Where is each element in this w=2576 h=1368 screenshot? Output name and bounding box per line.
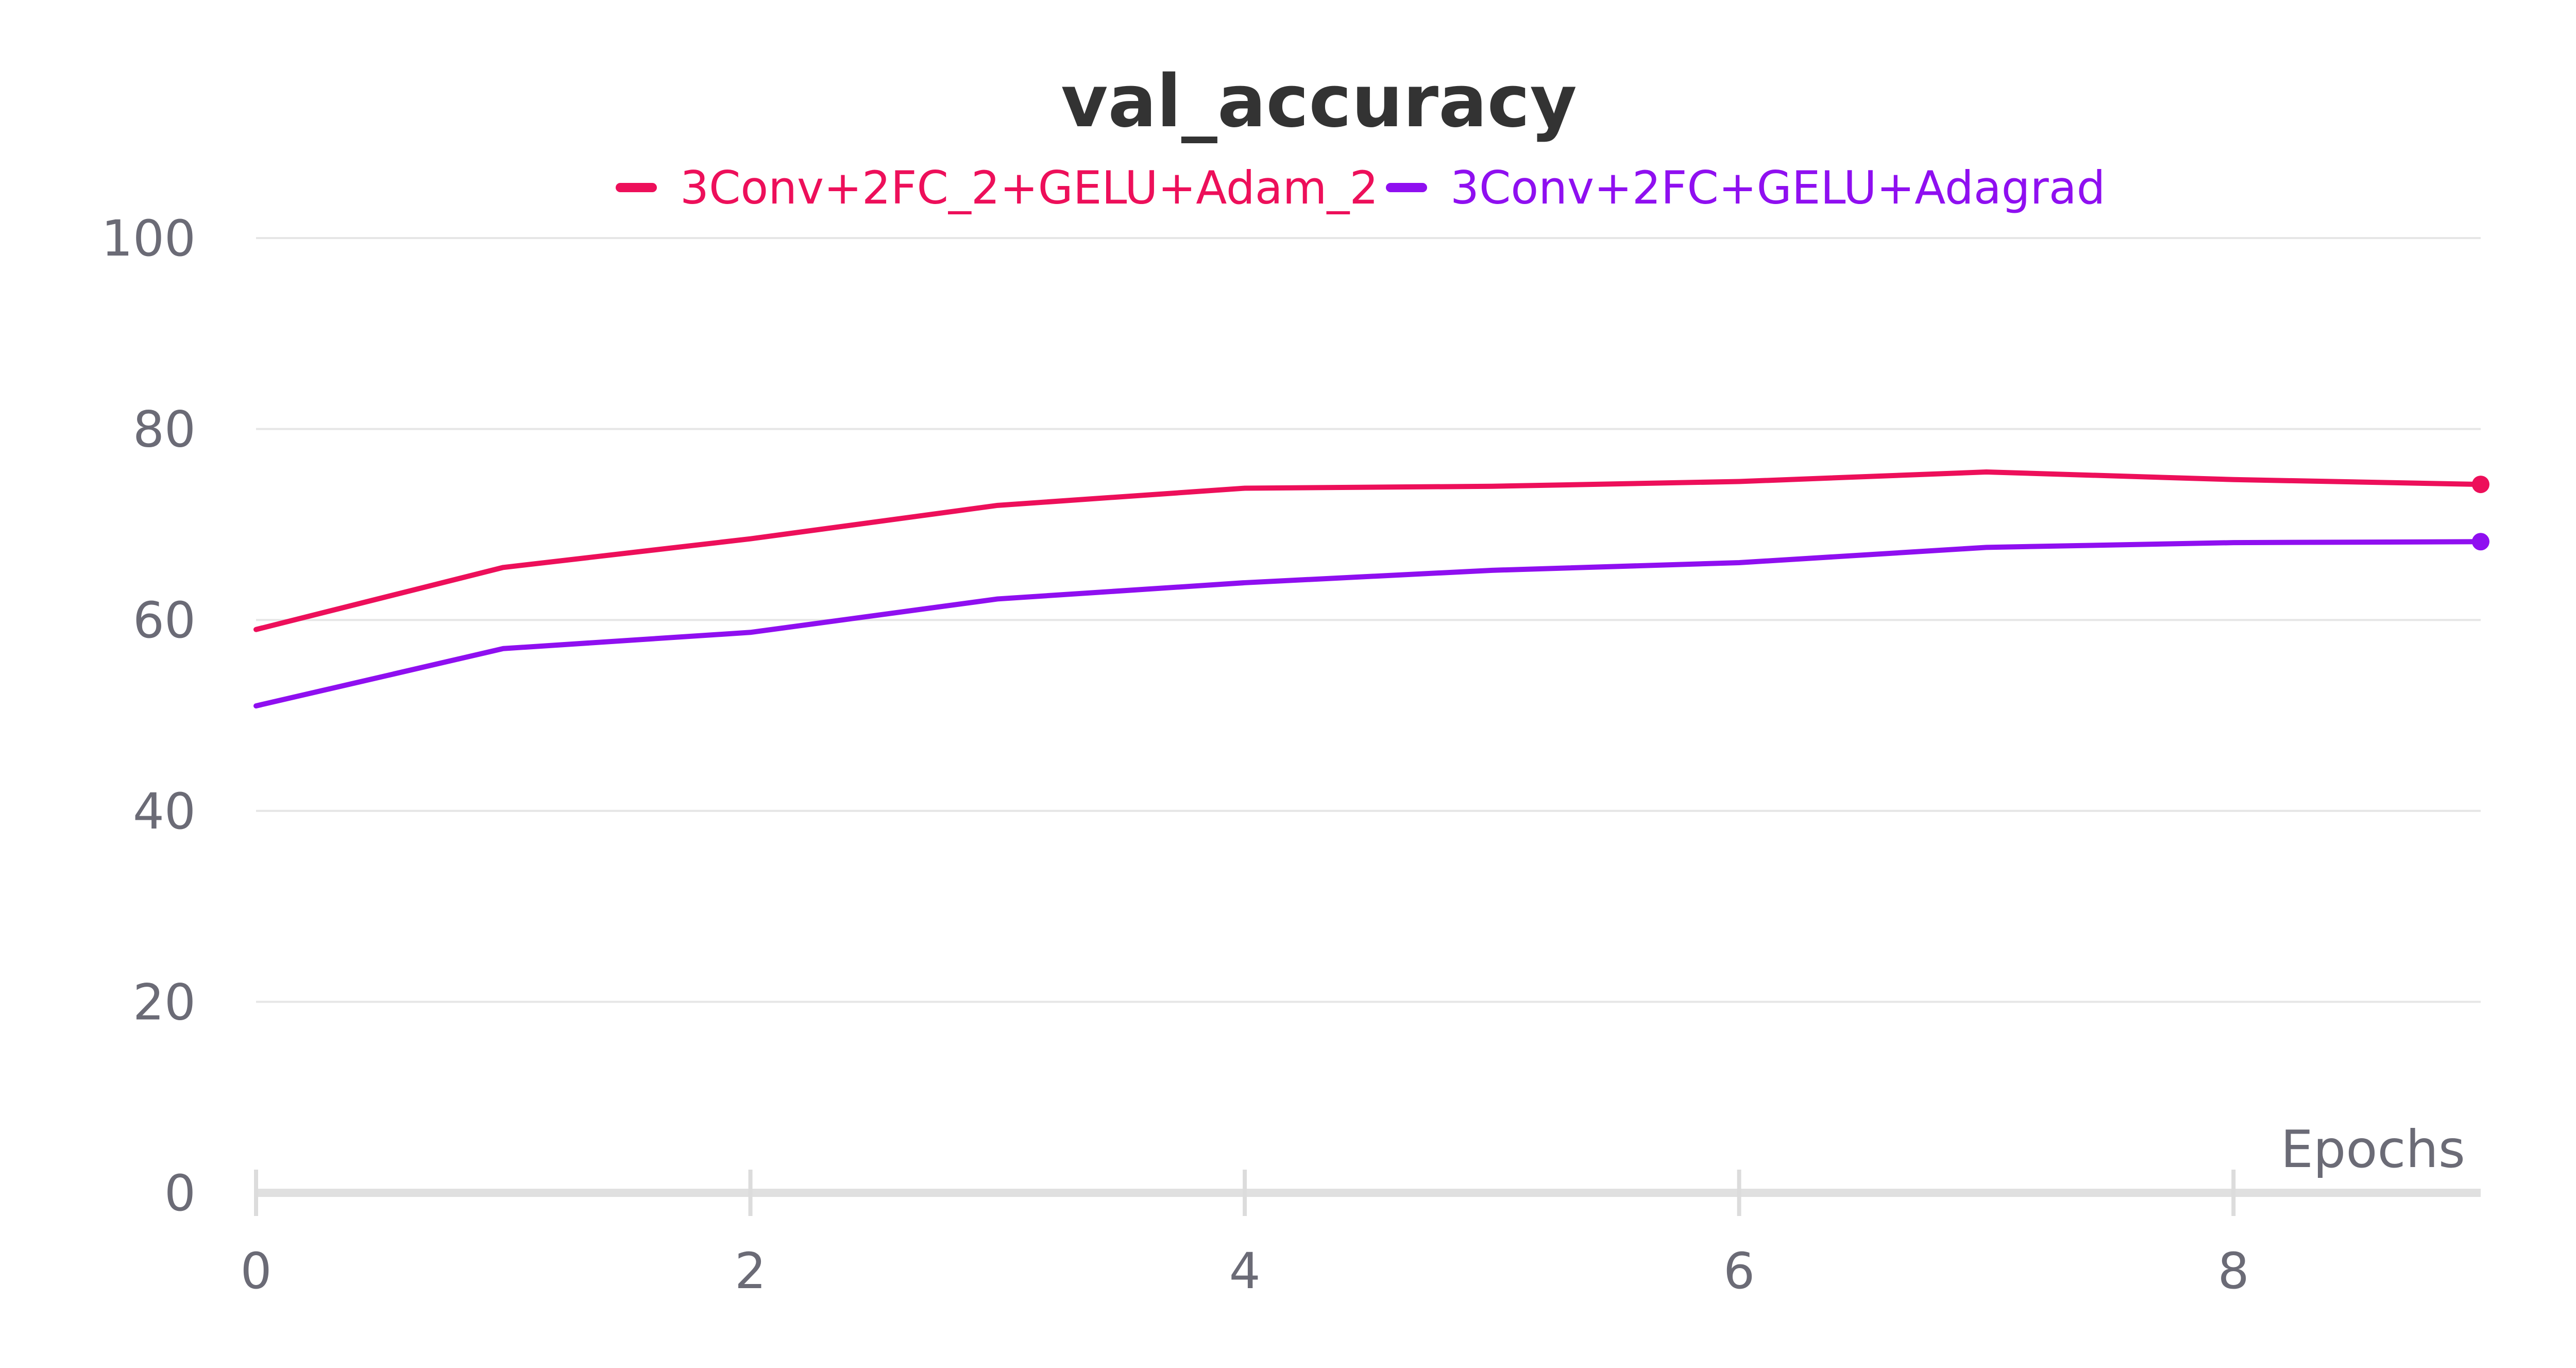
series-end-point-0 — [2472, 476, 2489, 494]
legend-item-1[interactable]: 3Conv+2FC+GELU+Adagrad — [1386, 161, 2106, 214]
legend-swatch-0 — [616, 183, 657, 192]
series-line-1 — [253, 539, 2483, 708]
series-layer — [253, 469, 2489, 708]
legend-swatch-1 — [1386, 183, 1427, 192]
legend-label-0: 3Conv+2FC_2+GELU+Adam_2 — [680, 161, 1378, 214]
legend-label-1: 3Conv+2FC+GELU+Adagrad — [1450, 161, 2106, 214]
x-tick-label-4: 4 — [1229, 1242, 1261, 1300]
y-tick-label-100: 100 — [101, 210, 196, 267]
y-tick-label-40: 40 — [133, 783, 196, 840]
legend: 3Conv+2FC_2+GELU+Adam_2 3Conv+2FC+GELU+A… — [616, 161, 2106, 214]
x-tick-label-0: 0 — [240, 1242, 272, 1300]
chart-title: val_accuracy — [1061, 60, 1577, 144]
y-tick-label-80: 80 — [133, 401, 196, 459]
x-axis — [254, 1170, 2481, 1216]
series-line-0 — [253, 469, 2483, 632]
series-end-point-1 — [2472, 533, 2489, 551]
legend-item-0[interactable]: 3Conv+2FC_2+GELU+Adam_2 — [616, 161, 1378, 214]
x-tick-labels: 0 2 4 6 8 — [240, 1242, 2249, 1300]
y-tick-labels: 0 20 40 60 80 100 — [101, 210, 196, 1222]
x-axis-label: Epochs — [2281, 1119, 2465, 1179]
x-tick-label-8: 8 — [2218, 1242, 2249, 1300]
y-tick-label-60: 60 — [133, 592, 196, 649]
y-tick-label-0: 0 — [164, 1164, 196, 1222]
y-tick-label-20: 20 — [133, 973, 196, 1031]
y-gridlines — [256, 237, 2481, 1003]
x-tick-label-6: 6 — [1723, 1242, 1755, 1300]
x-tick-label-2: 2 — [735, 1242, 766, 1300]
